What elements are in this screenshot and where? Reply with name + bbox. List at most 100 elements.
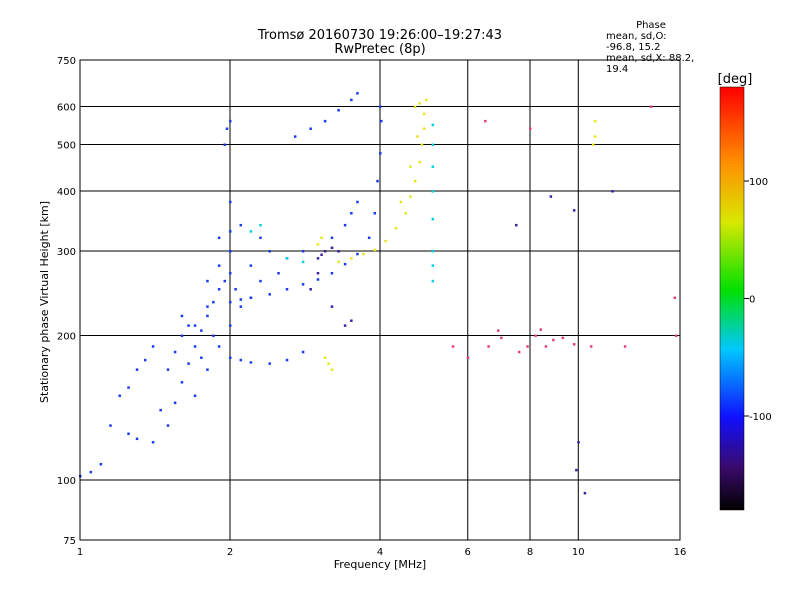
data-point	[206, 314, 209, 318]
data-point	[320, 253, 323, 257]
data-point	[180, 381, 184, 384]
data-point	[229, 300, 232, 304]
data-point	[343, 324, 347, 327]
data-point	[268, 293, 271, 296]
data-point	[249, 361, 253, 364]
y-tick-label: 75	[63, 536, 76, 547]
data-point	[301, 350, 305, 354]
data-point	[487, 345, 490, 348]
y-tick-label: 750	[57, 56, 76, 67]
data-point	[259, 236, 262, 240]
data-point	[229, 324, 232, 327]
data-point	[301, 260, 305, 264]
data-point	[229, 119, 232, 123]
data-point	[206, 305, 209, 308]
data-point	[249, 264, 253, 267]
data-point	[373, 248, 377, 252]
data-point	[337, 260, 340, 264]
data-point	[135, 437, 139, 441]
data-point	[384, 239, 387, 243]
data-point	[212, 300, 215, 304]
data-point	[166, 368, 170, 371]
data-point	[350, 212, 353, 215]
data-point	[367, 236, 371, 240]
data-point	[316, 257, 320, 260]
data-point	[611, 190, 614, 193]
data-point	[650, 105, 653, 109]
data-point	[552, 338, 555, 342]
data-point	[399, 200, 403, 204]
data-point	[217, 264, 221, 267]
data-point	[193, 394, 197, 398]
data-point	[549, 195, 553, 198]
data-point	[239, 358, 243, 362]
data-point	[376, 179, 379, 183]
data-point	[285, 288, 289, 291]
data-point	[239, 223, 243, 227]
data-point	[416, 135, 419, 138]
data-point	[431, 250, 435, 253]
data-point	[316, 278, 320, 281]
data-point	[180, 334, 184, 338]
data-point	[379, 105, 382, 109]
data-point	[572, 343, 576, 346]
data-point	[343, 262, 347, 266]
data-point	[413, 179, 417, 183]
data-point	[350, 257, 353, 260]
data-point	[431, 279, 435, 283]
data-point	[515, 223, 518, 227]
x-axis-ticks: 1 2 4 6 8 10 16	[77, 547, 687, 558]
data-point	[418, 102, 421, 105]
data-point	[356, 92, 359, 95]
data-point	[577, 441, 580, 444]
data-point	[223, 279, 227, 283]
data-point	[277, 271, 280, 275]
data-point	[301, 283, 305, 286]
data-point	[529, 127, 532, 130]
data-point	[330, 368, 334, 371]
data-point	[229, 271, 232, 275]
data-point	[259, 279, 262, 283]
data-point	[200, 356, 203, 359]
data-point	[431, 190, 435, 193]
y-tick-label: 600	[57, 103, 76, 114]
data-point	[217, 288, 221, 291]
colorbar-label: [deg]	[718, 72, 753, 87]
data-point	[422, 127, 426, 130]
phase-stats: Phase mean, sd,O: -96.8, 15.2 mean, sd,X…	[606, 20, 696, 75]
colorbar-ticks: 100 0 -100	[744, 177, 772, 423]
data-point	[431, 217, 435, 221]
data-point	[583, 491, 587, 495]
data-point	[173, 401, 177, 405]
colorbar-tick-label: -100	[749, 412, 772, 423]
data-point	[422, 112, 426, 116]
colorbar-tick-label: 100	[749, 177, 768, 188]
y-tick-label: 100	[57, 476, 76, 487]
data-point	[259, 223, 262, 227]
data-point	[330, 236, 334, 240]
chart-subtitle: RwPretec (8p)	[334, 42, 426, 57]
data-point	[544, 345, 548, 348]
grid-lines	[80, 60, 680, 540]
data-point	[135, 368, 139, 371]
phase-stats-x: mean, sd,X: 88.2, 19.4	[606, 53, 695, 75]
data-point	[229, 356, 232, 359]
data-point	[593, 119, 597, 123]
data-point	[431, 123, 435, 127]
data-point	[593, 135, 597, 138]
data-point	[431, 165, 435, 168]
chart-title: Tromsø 20160730 19:26:00–19:27:43	[257, 28, 503, 43]
data-point	[143, 358, 147, 362]
data-point	[589, 345, 593, 348]
data-points	[79, 92, 678, 495]
x-tick-label: 6	[465, 547, 471, 558]
data-point	[572, 209, 576, 212]
data-point	[362, 252, 365, 256]
data-point	[293, 135, 297, 138]
data-point	[379, 152, 382, 155]
x-tick-label: 2	[227, 547, 233, 558]
data-point	[623, 345, 627, 348]
data-point	[223, 143, 227, 147]
data-point	[309, 288, 312, 291]
data-point	[234, 288, 237, 291]
